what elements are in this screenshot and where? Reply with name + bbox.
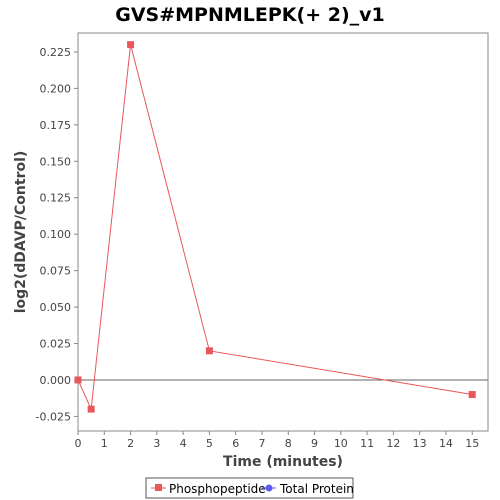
x-tick-label: 13 [413, 437, 427, 450]
x-tick-label: 4 [180, 437, 187, 450]
y-tick-label: 0.125 [40, 192, 72, 205]
plot-area [77, 32, 489, 432]
chart-title: GVS#MPNMLEPK(+ 2)_v1 [115, 4, 385, 26]
x-tick-label: 10 [334, 437, 348, 450]
x-tick-label: 14 [439, 437, 453, 450]
data-point [74, 376, 82, 384]
legend-marker-total-protein [265, 484, 273, 492]
legend-box [145, 477, 354, 499]
x-tick-label: 15 [465, 437, 479, 450]
legend: Phosphopeptide Total Protein [145, 477, 354, 499]
y-tick-label: -0.025 [36, 410, 71, 423]
data-point [205, 347, 213, 355]
y-tick-label: 0.175 [40, 119, 72, 132]
data-point [87, 405, 95, 413]
y-axis: -0.025 0.000 0.025 0.050 0.075 0.100 0.125 0.15… [36, 46, 78, 423]
x-tick-label: 0 [75, 437, 82, 450]
x-tick-label: 11 [360, 437, 374, 450]
data-point [127, 41, 135, 49]
x-tick-label: 2 [127, 437, 134, 450]
x-tick-label: 9 [311, 437, 318, 450]
legend-label-phosphopeptide: Phosphopeptide [169, 482, 266, 496]
x-tick-label: 12 [386, 437, 400, 450]
x-tick-label: 8 [285, 437, 292, 450]
x-axis-label: Time (minutes) [223, 454, 343, 470]
x-tick-label: 5 [206, 437, 213, 450]
y-tick-label: 0.100 [40, 228, 72, 241]
y-tick-label: 0.225 [40, 46, 72, 59]
y-tick-label: 0.200 [40, 82, 72, 95]
y-tick-label: 0.025 [40, 338, 72, 351]
x-tick-label: 7 [258, 437, 265, 450]
y-tick-label: 0.150 [40, 155, 72, 168]
series-layer [74, 41, 476, 413]
x-tick-label: 1 [101, 437, 108, 450]
y-tick-label: 0.075 [40, 265, 72, 278]
data-point [468, 391, 476, 399]
x-tick-label: 6 [232, 437, 239, 450]
x-tick-label: 3 [153, 437, 160, 450]
y-axis-label: log2(dDAVP/Control) [13, 151, 29, 314]
legend-marker-phosphopeptide [155, 484, 162, 491]
legend-label-total-protein: Total Protein [279, 482, 354, 496]
y-tick-label: 0.000 [40, 374, 72, 387]
y-tick-label: 0.050 [40, 301, 72, 314]
x-axis: 0 1 2 3 4 5 6 7 8 9 10 11 12 13 14 15 [75, 431, 479, 450]
